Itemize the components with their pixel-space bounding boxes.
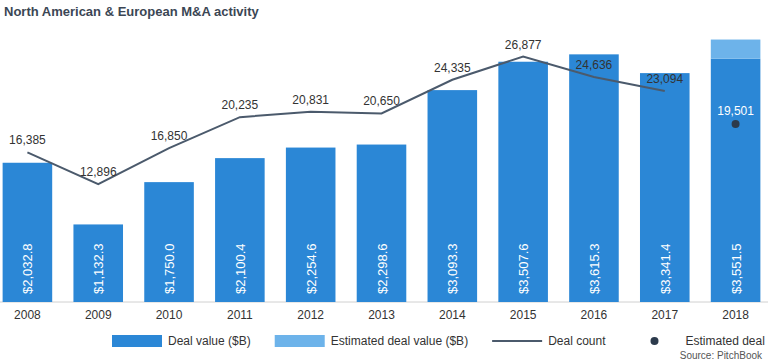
legend-label: Estimated deal count [686,334,768,348]
bar-label: $3,551.5 [729,243,744,294]
legend-swatch [651,337,659,345]
bar-label: $2,100.4 [233,243,248,294]
x-tick-label: 2015 [510,308,537,322]
chart: North American & European M&A activity $2… [0,0,768,363]
bar [3,163,53,302]
plot-area [3,40,761,302]
line-label: 12,896 [80,165,117,179]
x-tick-label: 2009 [85,308,112,322]
bar-label: $3,341.4 [658,243,673,294]
line-label: 20,235 [222,98,259,112]
bar [498,62,548,302]
bar [640,73,690,302]
x-tick-label: 2011 [227,308,253,322]
source: Source: PitchBook [680,350,763,361]
bar [711,40,761,59]
line-label: 24,335 [434,61,471,75]
line-label: 16,850 [151,129,188,143]
bar-label: $3,507.6 [516,243,531,294]
line-label: 24,636 [576,58,613,72]
legend: Deal value ($B) Estimated deal value ($B)… [112,334,768,348]
x-tick-label: 2016 [581,308,608,322]
x-tick-label: 2008 [14,308,41,322]
data-labels: $2,032.8 $1,132.3 $1,750.0 $2,100.4 $2,254.6… [9,38,754,294]
legend-label: Deal value ($B) [168,334,251,348]
point-label: 19,501 [717,104,754,118]
x-tick-label: 2018 [722,308,749,322]
x-tick-label: 2017 [651,308,678,322]
x-tick-label: 2014 [439,308,466,322]
bar-label: $2,298.6 [375,243,390,294]
bar-label: $2,032.8 [20,243,35,294]
bar-label: $2,254.6 [304,243,319,294]
bar [357,145,407,302]
bar [428,90,478,302]
legend-swatch [112,335,162,347]
bar [286,148,336,302]
x-tick-label: 2010 [156,308,183,322]
bar [569,54,619,302]
x-tick-label: 2013 [368,308,395,322]
bar-label: $1,132.3 [91,243,106,294]
line [27,57,664,185]
bar-label: $1,750.0 [162,243,177,294]
line-label: 20,650 [363,94,400,108]
line-label: 20,831 [292,93,329,107]
bar [144,182,194,302]
point [732,120,740,128]
bar [73,224,123,302]
bar [711,59,761,302]
legend-swatch [492,340,542,342]
line-label: 26,877 [505,38,542,52]
bar-label: $3,093.3 [445,243,460,294]
legend-label: Estimated deal value ($B) [331,334,468,348]
bar [215,158,265,302]
legend-swatch [275,335,325,347]
line-label: 23,094 [646,72,683,86]
legend-label: Deal count [548,334,606,348]
bar-label: $3,615.3 [587,243,602,294]
title: North American & European M&A activity [4,4,260,19]
line-label: 16,385 [9,133,46,147]
x-tick-label: 2012 [297,308,324,322]
